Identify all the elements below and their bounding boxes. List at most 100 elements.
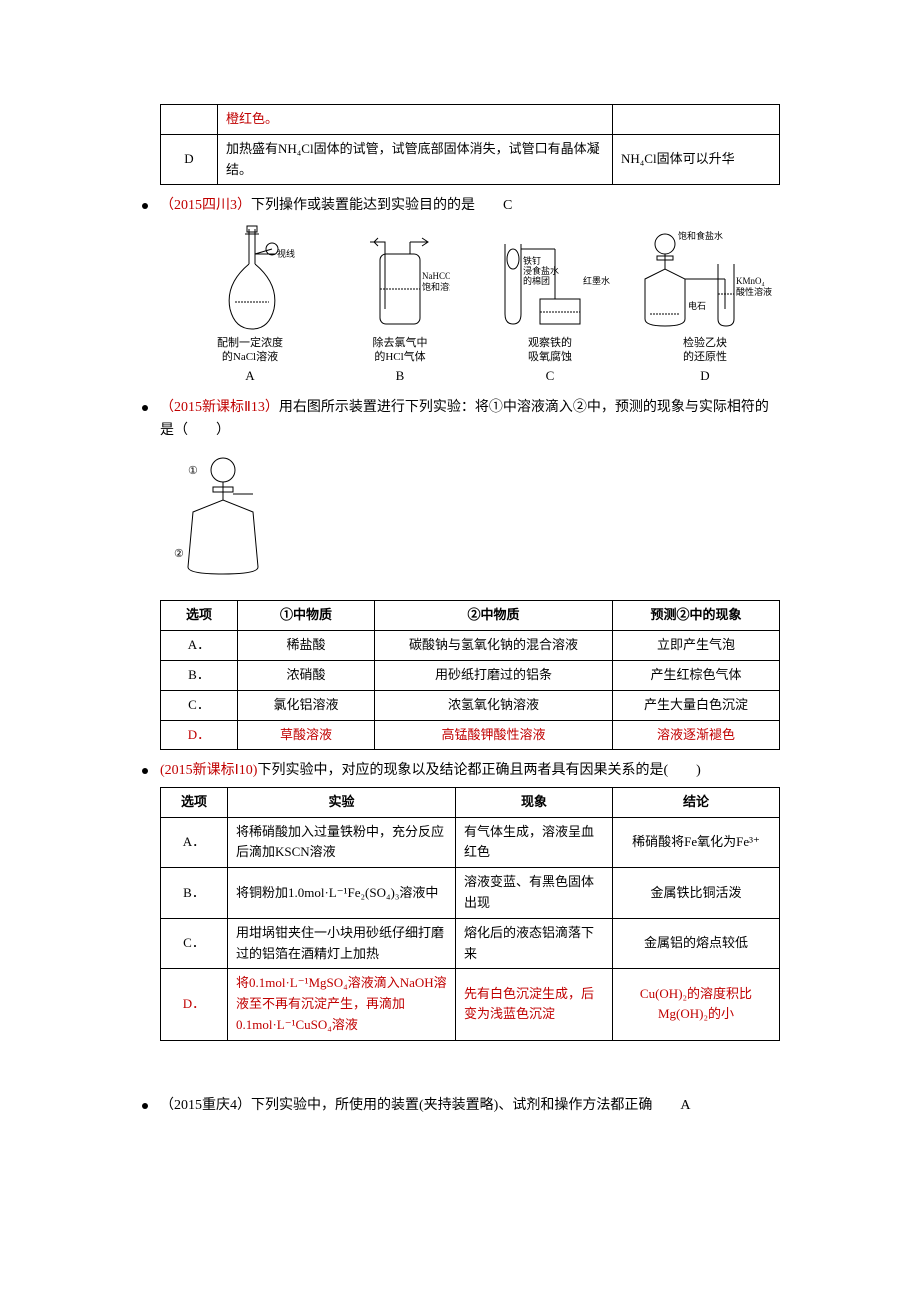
cell: 产生红棕色气体 xyxy=(613,660,780,690)
header-c1: ①中物质 xyxy=(238,601,375,631)
figure-desc: 观察铁的吸氧腐蚀 xyxy=(480,336,620,365)
note-label: 浸食盐水 xyxy=(523,265,559,276)
table-row: B．将铜粉加1.0mol·L⁻¹Fe₂(SO₄)₃溶液中溶液变蓝、有黑色固体出现… xyxy=(161,868,780,919)
table-row: C．氯化铝溶液浓氢氧化钠溶液产生大量白色沉淀 xyxy=(161,690,780,720)
header-exp: 实验 xyxy=(228,787,456,817)
gas-wash-icon: NaHCO₃ 饱和溶液 xyxy=(350,224,450,334)
note-label: 饱和溶液 xyxy=(422,281,450,292)
figure-d: 饱和食盐水 电石 KMnO₄ 酸性溶液 检验乙炔的还原性 D xyxy=(630,224,780,387)
question-chongqing: （2015重庆4）下列实验中，所使用的装置(夹持装置略)、试剂和操作方法都正确 … xyxy=(160,1095,780,1117)
figure-desc: 检验乙炔的还原性 xyxy=(630,336,780,365)
question-prefix: （2015四川3） xyxy=(160,198,251,213)
cell: 熔化后的液态铝滴落下来 xyxy=(456,918,613,969)
question-prefix: （2015新课标Ⅱ13） xyxy=(160,400,279,415)
cell-concl: NH₄Cl固体可以升华 xyxy=(613,134,780,185)
figure-letter: B xyxy=(330,366,470,387)
cell: 用砂纸打磨过的铝条 xyxy=(375,660,613,690)
table-row: A．将稀硝酸加入过量铁粉中，充分反应后滴加KSCN溶液有气体生成，溶液呈血红色稀… xyxy=(161,817,780,868)
question-text: （2015重庆4）下列实验中，所使用的装置(夹持装置略)、试剂和操作方法都正确 … xyxy=(160,1095,780,1117)
cell-desc: 橙红色。 xyxy=(218,105,613,135)
cell: D． xyxy=(161,969,228,1040)
bullet-icon xyxy=(142,405,148,411)
cell: 将稀硝酸加入过量铁粉中，充分反应后滴加KSCN溶液 xyxy=(228,817,456,868)
cell: A． xyxy=(161,631,238,661)
header-phen: 现象 xyxy=(456,787,613,817)
cell: 溶液逐渐褪色 xyxy=(613,720,780,750)
question-xkb2: （2015新课标Ⅱ13）用右图所示装置进行下列实验：将①中溶液滴入②中，预测的现… xyxy=(160,397,780,442)
table-xkb2: 选项 ①中物质 ②中物质 预测②中的现象 A．稀盐酸碳酸钠与氢氧化钠的混合溶液立… xyxy=(160,600,780,750)
question-prefix: (2015新课标Ⅰ10) xyxy=(160,763,257,778)
table-partial-top: 橙红色。 D 加热盛有NH₄Cl固体的试管，试管底部固体消失，试管口有晶体凝结。… xyxy=(160,104,780,185)
cell: 浓氢氧化钠溶液 xyxy=(375,690,613,720)
cell: 有气体生成，溶液呈血红色 xyxy=(456,817,613,868)
cell-desc: 加热盛有NH₄Cl固体的试管，试管底部固体消失，试管口有晶体凝结。 xyxy=(218,134,613,185)
cell: 草酸溶液 xyxy=(238,720,375,750)
question-xkb1: (2015新课标Ⅰ10)下列实验中，对应的现象以及结论都正确且两者具有因果关系的… xyxy=(160,760,780,782)
table-row: D．将0.1mol·L⁻¹MgSO₄溶液滴入NaOH溶液至不再有沉淀产生，再滴加… xyxy=(161,969,780,1040)
table-row: A．稀盐酸碳酸钠与氢氧化钠的混合溶液立即产生气泡 xyxy=(161,631,780,661)
cell: 高锰酸钾酸性溶液 xyxy=(375,720,613,750)
figure-letter: A xyxy=(180,366,320,387)
question-body: 下列实验中，所使用的装置(夹持装置略)、试剂和操作方法都正确 xyxy=(251,1098,680,1113)
header-opt: 选项 xyxy=(161,787,228,817)
note-label: 红墨水 xyxy=(583,275,610,286)
cell: 稀硝酸将Fe氧化为Fe³⁺ xyxy=(613,817,780,868)
table-row: 橙红色。 xyxy=(161,105,780,135)
note-label: KMnO₄ xyxy=(736,276,765,286)
cell: A． xyxy=(161,817,228,868)
acetylene-setup-icon: 饱和食盐水 电石 KMnO₄ 酸性溶液 xyxy=(630,224,780,334)
cell: C． xyxy=(161,690,238,720)
header-concl: 结论 xyxy=(613,787,780,817)
bullet-icon xyxy=(142,203,148,209)
cell: 将0.1mol·L⁻¹MgSO₄溶液滴入NaOH溶液至不再有沉淀产生，再滴加0.… xyxy=(228,969,456,1040)
note-label: 电石 xyxy=(688,300,706,311)
cell-opt: D xyxy=(161,134,218,185)
cell-concl xyxy=(613,105,780,135)
question-body: 下列实验中，对应的现象以及结论都正确且两者具有因果关系的是( ) xyxy=(257,763,700,778)
note-label: 饱和食盐水 xyxy=(678,230,723,241)
table-xkb1: 选项 实验 现象 结论 A．将稀硝酸加入过量铁粉中，充分反应后滴加KSCN溶液有… xyxy=(160,787,780,1041)
cell: 金属铝的熔点较低 xyxy=(613,918,780,969)
cell: B． xyxy=(161,868,228,919)
cell: 先有白色沉淀生成，后变为浅蓝色沉淀 xyxy=(456,969,613,1040)
cell: 浓硝酸 xyxy=(238,660,375,690)
table-header-row: 选项 ①中物质 ②中物质 预测②中的现象 xyxy=(161,601,780,631)
cell: 碳酸钠与氢氧化钠的混合溶液 xyxy=(375,631,613,661)
cell: 用坩埚钳夹住一小块用砂纸仔细打磨过的铝箔在酒精灯上加热 xyxy=(228,918,456,969)
cell-opt xyxy=(161,105,218,135)
header-c3: 预测②中的现象 xyxy=(613,601,780,631)
apparatus-figures: 视线 配制一定浓度的NaCl溶液 A NaHCO₃ 饱和溶液 除去氯气中的HCl… xyxy=(180,224,780,387)
cell: C． xyxy=(161,918,228,969)
volumetric-flask-icon: 视线 xyxy=(205,224,295,334)
note-label: 铁钉 xyxy=(523,255,541,266)
cell: D． xyxy=(161,720,238,750)
header-opt: 选项 xyxy=(161,601,238,631)
cell: 稀盐酸 xyxy=(238,631,375,661)
figure-letter: C xyxy=(480,366,620,387)
figure-letter: D xyxy=(630,366,780,387)
figure-b: NaHCO₃ 饱和溶液 除去氯气中的HCl气体 B xyxy=(330,224,470,387)
question-text: （2015四川3）下列操作或装置能达到实验目的的是 C xyxy=(160,195,780,217)
corrosion-setup-icon: 铁钉 浸食盐水 的棉团 红墨水 xyxy=(485,224,615,334)
figure-desc: 除去氯气中的HCl气体 xyxy=(330,336,470,365)
table-row: B．浓硝酸用砂纸打磨过的铝条产生红棕色气体 xyxy=(161,660,780,690)
bullet-icon xyxy=(142,1103,148,1109)
note-label: 视线 xyxy=(277,248,295,259)
figure-desc: 配制一定浓度的NaCl溶液 xyxy=(180,336,320,365)
cell: 氯化铝溶液 xyxy=(238,690,375,720)
bullet-icon xyxy=(142,768,148,774)
cell: 产生大量白色沉淀 xyxy=(613,690,780,720)
circle-1-label: ① xyxy=(188,465,198,477)
cell: 立即产生气泡 xyxy=(613,631,780,661)
cell: Cu(OH)₂的溶度积比Mg(OH)₂的小 xyxy=(613,969,780,1040)
cell: B． xyxy=(161,660,238,690)
figure-a: 视线 配制一定浓度的NaCl溶液 A xyxy=(180,224,320,387)
cell: 溶液变蓝、有黑色固体出现 xyxy=(456,868,613,919)
question-sichuan: （2015四川3）下列操作或装置能达到实验目的的是 C xyxy=(160,195,780,217)
cell: 金属铁比铜活泼 xyxy=(613,868,780,919)
question-text: （2015新课标Ⅱ13）用右图所示装置进行下列实验：将①中溶液滴入②中，预测的现… xyxy=(160,397,780,442)
table-row: D 加热盛有NH₄Cl固体的试管，试管底部固体消失，试管口有晶体凝结。 NH₄C… xyxy=(161,134,780,185)
table-row: D．草酸溶液高锰酸钾酸性溶液溶液逐渐褪色 xyxy=(161,720,780,750)
note-label: 酸性溶液 xyxy=(736,286,772,297)
table-header-row: 选项 实验 现象 结论 xyxy=(161,787,780,817)
